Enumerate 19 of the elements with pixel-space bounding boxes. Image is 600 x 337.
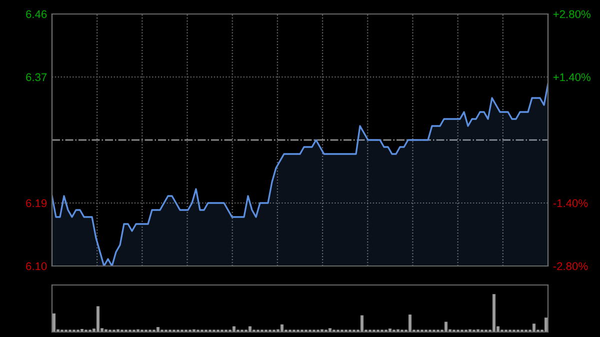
bar — [328, 328, 332, 332]
bar — [544, 318, 548, 332]
bar — [96, 306, 100, 332]
bar — [492, 294, 496, 332]
y-tick-label: 6.46 — [26, 10, 47, 18]
bar — [408, 314, 412, 332]
y2-tick-label: -2.80% — [553, 262, 588, 270]
bar — [444, 322, 448, 332]
bar — [280, 324, 284, 332]
y2-tick-label: +2.80% — [553, 10, 590, 18]
bar — [360, 315, 364, 332]
y2-tick-label: +1.40% — [553, 73, 590, 82]
y2-tick-label: -1.40% — [553, 199, 588, 208]
bar — [156, 327, 160, 332]
y-tick-label: 6.37 — [26, 73, 47, 82]
bar — [52, 313, 56, 332]
y-tick-label: 6.19 — [26, 199, 47, 208]
bar — [532, 324, 536, 332]
y-tick-label: 6.10 — [26, 262, 47, 270]
